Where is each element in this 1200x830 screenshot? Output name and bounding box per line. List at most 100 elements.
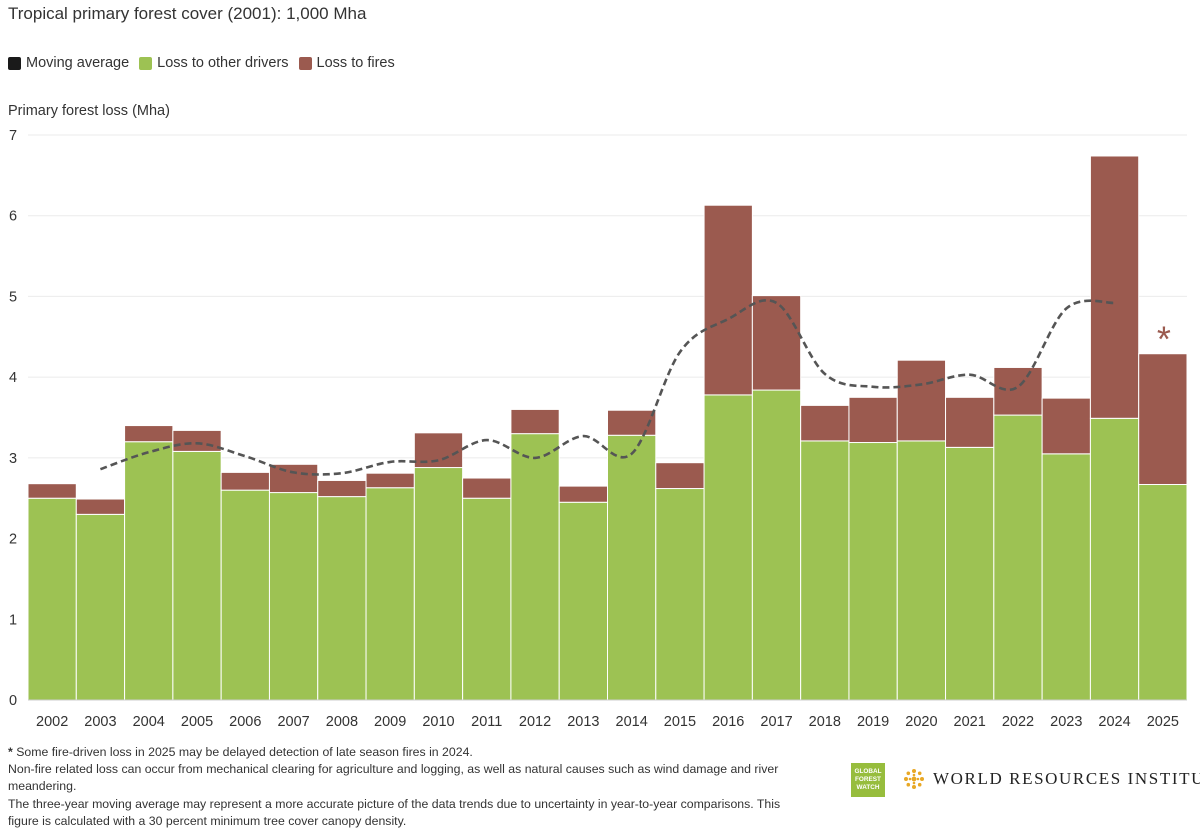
bar-fires <box>1041 397 1091 455</box>
bar-other-drivers <box>993 414 1043 701</box>
y-tick-label: 4 <box>9 370 17 386</box>
wri-emblem-icon <box>904 769 924 789</box>
y-tick-label: 0 <box>9 693 17 709</box>
bar-fires <box>558 485 608 503</box>
bar-other-drivers <box>317 496 367 701</box>
x-tick-label: 2017 <box>760 714 792 730</box>
x-tick-label: 2012 <box>519 714 551 730</box>
y-tick-label: 1 <box>9 612 17 628</box>
bar-other-drivers <box>268 492 319 701</box>
legend-item-moving-average[interactable]: Moving average <box>8 55 129 71</box>
footnote-asterisk: * Some fire-driven loss in 2025 may be d… <box>8 744 798 761</box>
x-tick-label: 2005 <box>181 714 213 730</box>
x-tick-label: 2019 <box>857 714 889 730</box>
x-tick-label: 2008 <box>326 714 358 730</box>
gfw-logo[interactable]: GLOBAL FOREST WATCH <box>851 763 885 797</box>
bar-fires <box>172 429 222 452</box>
wri-logo[interactable]: WORLD RESOURCES INSTITUTE <box>903 768 1200 790</box>
legend-swatch-other-drivers <box>139 56 153 70</box>
gfw-logo-line2: FOREST <box>855 776 881 783</box>
x-tick-label: 2018 <box>809 714 841 730</box>
bar-other-drivers <box>558 501 608 701</box>
footnote-moving-average: The three-year moving average may repres… <box>8 796 781 828</box>
chart-plot: 0 1 2 3 4 5 6 7 2002 2003 2004 2005 2006 2007 2008 2009… <box>9 128 1188 730</box>
x-tick-label: 2013 <box>567 714 599 730</box>
bar-other-drivers <box>655 488 705 701</box>
bar-other-drivers <box>1089 417 1140 701</box>
bar-fires <box>462 477 512 499</box>
y-tick-label: 6 <box>9 209 17 225</box>
bar-fires <box>220 471 270 491</box>
bar-fires <box>751 295 802 391</box>
bar-fires <box>365 472 415 489</box>
legend: Moving average Loss to other drivers Los… <box>8 55 405 71</box>
legend-label-other-drivers: Loss to other drivers <box>157 55 289 71</box>
legend-label-fires: Loss to fires <box>316 55 395 71</box>
bar-other-drivers <box>172 450 222 701</box>
y-tick-label: 3 <box>9 451 17 467</box>
bar-other-drivers <box>510 433 560 701</box>
x-tick-label: 2010 <box>422 714 454 730</box>
bar-fires <box>896 359 947 442</box>
legend-item-fires[interactable]: Loss to fires <box>298 55 395 71</box>
footnote-mark: * <box>8 745 13 759</box>
bar-other-drivers <box>75 513 126 701</box>
bar-other-drivers <box>462 497 512 701</box>
y-axis-label: Primary forest loss (Mha) <box>8 103 170 119</box>
footnotes: * Some fire-driven loss in 2025 may be d… <box>8 744 798 830</box>
footnote-nonfire: Non-fire related loss can occur from mec… <box>8 762 779 794</box>
gfw-logo-line1: GLOBAL <box>854 768 882 775</box>
x-tick-label: 2003 <box>84 714 116 730</box>
bar-fires <box>124 425 174 443</box>
y-tick-label: 2 <box>9 532 17 548</box>
footnote-asterisk-text: Some fire-driven loss in 2025 may be del… <box>12 745 473 759</box>
x-tick-label: 2007 <box>277 714 309 730</box>
x-tick-label: 2023 <box>1050 714 1082 730</box>
gfw-logo-line3: WATCH <box>856 784 880 791</box>
y-tick-label: 7 <box>9 128 17 144</box>
legend-swatch-fires <box>298 56 312 70</box>
legend-swatch-moving-average <box>8 56 21 70</box>
wri-wordmark: WORLD RESOURCES INSTITUTE <box>933 769 1200 788</box>
bar-fires <box>703 204 753 396</box>
x-tick-label: 2016 <box>712 714 744 730</box>
bar-other-drivers <box>1138 483 1188 701</box>
x-tick-label: 2006 <box>229 714 261 730</box>
x-tick-label: 2002 <box>36 714 68 730</box>
moving-average-line <box>99 299 1115 476</box>
bar-other-drivers <box>365 487 415 701</box>
bar-other-drivers <box>703 394 753 701</box>
bar-fires <box>268 463 319 494</box>
chart-title: Tropical primary forest cover (2001): 1,… <box>8 4 367 23</box>
bar-fires <box>607 409 657 436</box>
x-tick-label: 2015 <box>664 714 696 730</box>
x-tick-label: 2009 <box>374 714 406 730</box>
bar-other-drivers <box>800 440 850 701</box>
bar-fires <box>848 396 898 444</box>
bar-other-drivers <box>848 442 898 701</box>
bar-fires <box>27 483 77 499</box>
x-tick-label: 2011 <box>471 714 502 730</box>
x-tick-label: 2020 <box>905 714 937 730</box>
x-tick-label: 2022 <box>1002 714 1034 730</box>
bar-other-drivers <box>945 446 995 701</box>
legend-label-moving-average: Moving average <box>26 55 130 71</box>
bar-other-drivers <box>124 441 174 701</box>
bar-fires <box>75 498 126 515</box>
bar-fires <box>800 404 850 442</box>
bar-other-drivers <box>220 489 270 701</box>
y-tick-label: 5 <box>9 289 17 305</box>
bar-fires <box>945 396 995 448</box>
x-tick-label: 2025 <box>1147 714 1179 730</box>
bar-other-drivers <box>27 497 77 701</box>
bar-fires <box>1089 155 1140 419</box>
bar-other-drivers <box>1041 453 1091 701</box>
x-tick-label: 2021 <box>954 714 986 730</box>
x-tick-label: 2004 <box>133 714 165 730</box>
legend-item-other-drivers[interactable]: Loss to other drivers <box>139 55 289 71</box>
bar-other-drivers <box>607 434 657 701</box>
bar-fires <box>1138 353 1188 485</box>
bar-fires <box>510 408 560 435</box>
x-tick-label: 2014 <box>616 714 648 730</box>
bar-other-drivers <box>896 440 947 701</box>
